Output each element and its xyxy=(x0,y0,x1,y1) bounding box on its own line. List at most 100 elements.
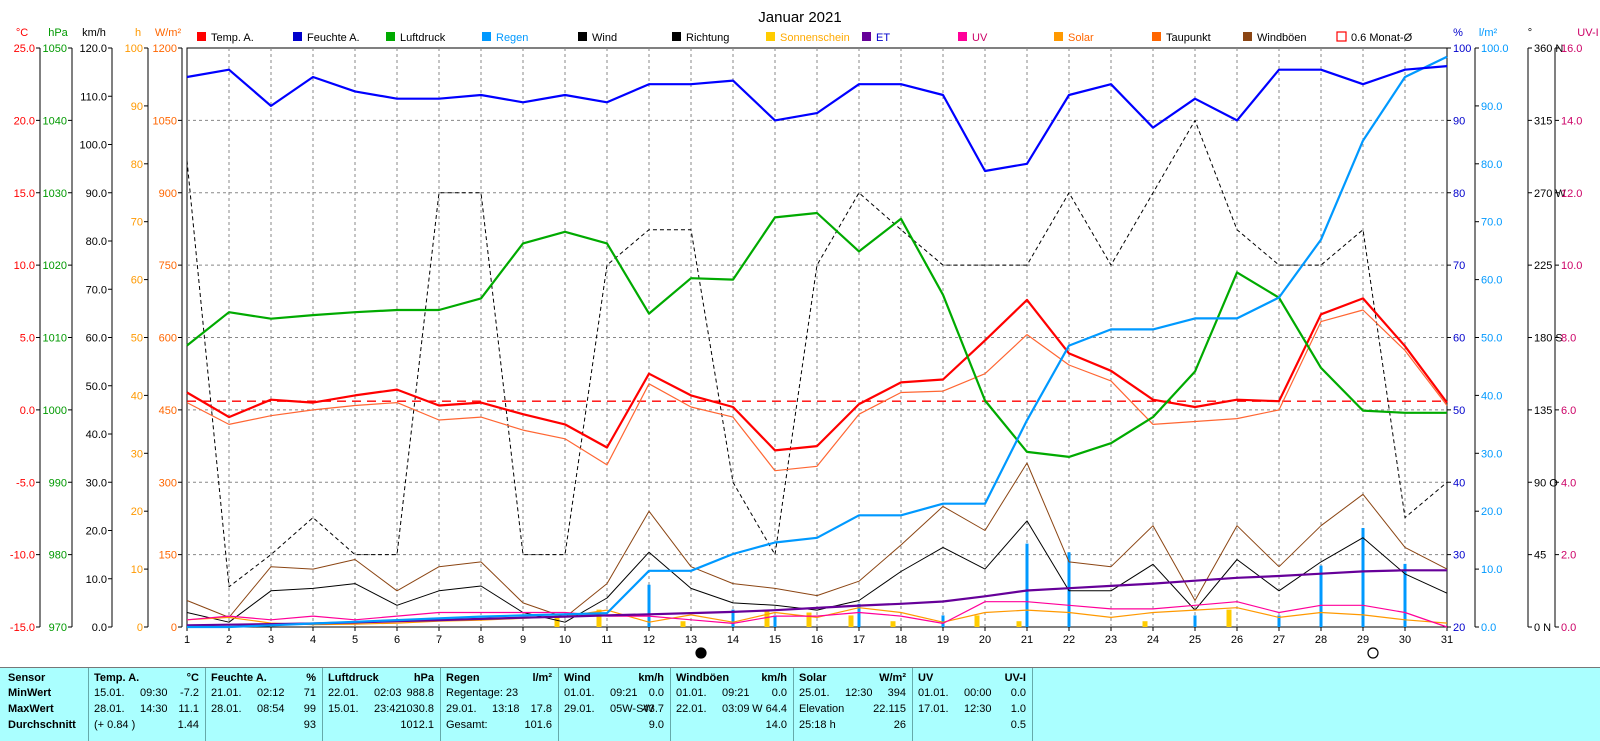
legend-item: Temp. A. xyxy=(197,32,254,44)
row-label-min: MinWert xyxy=(8,687,52,699)
bars-1 xyxy=(554,609,1232,627)
legend-label: Taupunkt xyxy=(1166,32,1211,44)
axis-tick-label: 120.0 xyxy=(79,43,107,55)
stats-cell-time: 02:12 xyxy=(257,687,285,699)
stats-block-title: Feuchte A. xyxy=(211,672,267,684)
legend-label: UV xyxy=(972,32,988,44)
stats-cell-date: Gesamt: xyxy=(446,719,488,731)
stats-cell-date: 25.01. xyxy=(799,687,830,699)
legend-swatch xyxy=(293,32,302,41)
axis-tick-label: 20.0 xyxy=(14,115,35,127)
legend-item: Feuchte A. xyxy=(293,32,360,44)
bar xyxy=(731,609,735,627)
bar xyxy=(890,621,896,627)
chart-title: Januar 2021 xyxy=(758,9,841,26)
axis-unit: W/m² xyxy=(155,27,182,39)
legend-swatch xyxy=(578,32,587,41)
axis-tick-label: 50.0 xyxy=(1481,333,1502,345)
axis-tick-label: 1010 xyxy=(43,333,67,345)
stats-cell-time: 09:30 xyxy=(140,687,168,699)
stats-cell-date: 17.01. xyxy=(918,703,949,715)
stats-block-title: Wind xyxy=(564,672,591,684)
axis-tick-label: 135 xyxy=(1534,405,1552,417)
series-line-windb-en xyxy=(186,462,1448,618)
stats-cell-value: 394 xyxy=(887,687,906,699)
axis-tick-label: -5.0 xyxy=(16,477,35,489)
stats-cell-time: 05W-SW xyxy=(610,703,654,715)
axis-tick-label: 1040 xyxy=(43,115,67,127)
x-tick-label: 15 xyxy=(769,634,781,646)
stats-cell-value: 0.5 xyxy=(1010,719,1026,731)
legend-item: Richtung xyxy=(672,32,729,44)
stats-cell-value: 22.115 xyxy=(873,703,906,715)
axis-tick-label: 750 xyxy=(159,260,177,272)
axis-tick-label: 100 xyxy=(1453,43,1471,55)
stats-block-regen: Regen l/m² Regentage: 23 29.01. 13:18 17.8 Ges… xyxy=(440,668,559,741)
stats-block-unit: l/m² xyxy=(532,672,552,684)
axis-tick-label: 8.0 xyxy=(1561,333,1576,345)
stats-row-labels: Sensor MinWert MaxWert Durchschnitt xyxy=(0,668,89,741)
stats-cell-date: 29.01. xyxy=(446,703,477,715)
stats-cell-time: 08:54 xyxy=(257,703,285,715)
axis-right-3: UV-I 16.0 14.0 12.0 10.0 8.0 6.0 4.0 2.0 0.0 xyxy=(1554,27,1599,634)
legend-swatch xyxy=(197,32,206,41)
axis-tick-label: 2.0 xyxy=(1561,550,1576,562)
grid xyxy=(187,48,1447,627)
axis-tick-label: 90 xyxy=(1453,115,1465,127)
series-line-regen xyxy=(187,55,1448,629)
legend-swatch xyxy=(958,32,967,41)
x-tick-label: 11 xyxy=(601,634,612,646)
x-tick-label: 26 xyxy=(1231,634,1243,646)
stats-block-title: Windböen xyxy=(676,672,730,684)
axis-tick-label: 980 xyxy=(49,550,67,562)
axis-tick-label: 0.0 xyxy=(92,622,107,634)
axis-tick-label: 40.0 xyxy=(1481,390,1502,402)
axis-tick-label: -15.0 xyxy=(10,622,35,634)
stats-cell-value: 71 xyxy=(303,687,316,699)
axis-tick-label: 900 xyxy=(159,188,177,200)
axis-tick-label: 15.0 xyxy=(14,188,35,200)
axis-unit: hPa xyxy=(48,27,68,39)
x-tick-label: 16 xyxy=(811,634,823,646)
series-line-luftdruck xyxy=(186,211,1447,458)
x-tick-label: 1 xyxy=(184,634,190,646)
axis-tick-label: 600 xyxy=(159,333,177,345)
x-tick-label: 29 xyxy=(1357,634,1369,646)
x-tick-label: 24 xyxy=(1147,634,1159,646)
legend-item: ET xyxy=(862,32,890,44)
stats-block-uv: UV UV-I 01.01. 00:00 0.0 17.01. 12:30 1.0 0.5 xyxy=(912,668,1033,741)
axis-tick-label: 40.0 xyxy=(86,429,107,441)
axis-unit: °C xyxy=(16,27,28,39)
legend-swatch xyxy=(482,32,491,41)
axis-tick-label: 20.0 xyxy=(86,526,107,538)
axis-unit: % xyxy=(1453,27,1463,39)
stats-cell-date: 28.01. xyxy=(211,703,242,715)
legend-label: Temp. A. xyxy=(211,32,254,44)
axis-tick-label: 70.0 xyxy=(86,284,107,296)
stats-cell-value: 0.0 xyxy=(1010,687,1026,699)
axis-tick-label: 10.0 xyxy=(1481,564,1502,576)
axis-left-2: km/h 120.0 110.0 100.0 90.0 80.0 70.0 60.0 50.0 4… xyxy=(79,27,113,634)
axis-tick-label: 90.0 xyxy=(86,188,107,200)
axis-left-4: W/m² 1200 1050 900 750 600 450 300 150 0 xyxy=(153,27,183,634)
stats-cell-date: 01.01. xyxy=(918,687,949,699)
stats-cell-date: 15.01. xyxy=(328,703,359,715)
axis-tick-label: 70.0 xyxy=(1481,217,1502,229)
stats-block-unit: km/h xyxy=(638,672,664,684)
axis-tick-label: 0 xyxy=(137,622,143,634)
axis-tick-label: 90.0 xyxy=(1481,101,1502,113)
axis-tick-label: 110.0 xyxy=(80,91,107,103)
axis-tick-label: 180 S xyxy=(1534,333,1563,345)
axis-tick-label: 30 xyxy=(131,448,143,460)
axis-tick-label: 1030 xyxy=(43,188,67,200)
stats-cell-time: 14:30 xyxy=(140,703,168,715)
axis-tick-label: 0.0 xyxy=(20,405,35,417)
x-tick-label: 19 xyxy=(937,634,949,646)
stats-cell-value: 1012.1 xyxy=(400,719,434,731)
axis-tick-label: 10 xyxy=(131,564,143,576)
x-tick-label: 28 xyxy=(1315,634,1327,646)
stats-cell-time: 03:09 xyxy=(722,703,750,715)
x-tick-label: 31 xyxy=(1441,634,1453,646)
x-tick-label: 18 xyxy=(895,634,907,646)
